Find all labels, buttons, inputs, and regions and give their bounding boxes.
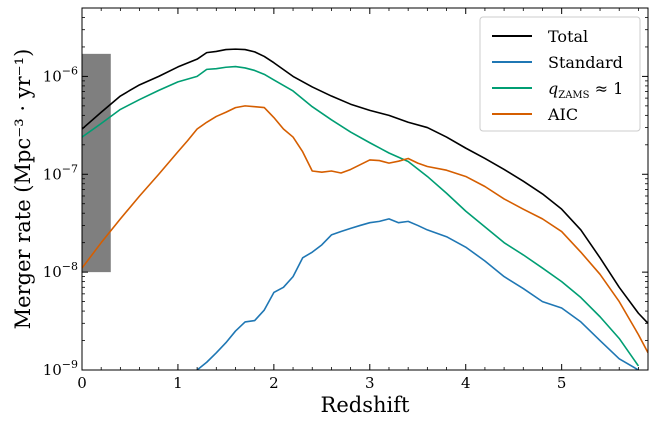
y-tick-label: 10−6: [43, 64, 78, 85]
y-tick-label: 10−9: [43, 358, 78, 379]
series-line-2: [82, 65, 640, 367]
legend-label-3: AIC: [547, 105, 578, 124]
series-line-1: [196, 218, 639, 370]
x-tick-label: 2: [269, 374, 279, 392]
series-line-0: [82, 48, 648, 324]
x-tick-label: 0: [77, 374, 87, 392]
x-tick-label: 1: [173, 374, 183, 392]
series-line-3: [82, 105, 648, 354]
legend-box: [479, 16, 641, 132]
x-tick-label: 3: [365, 374, 375, 392]
legend-label-2: qZAMS ≈ 1: [548, 79, 623, 101]
y-tick-label: 10−8: [43, 260, 78, 281]
legend: Total Standard qZAMS ≈ 1 AIC: [479, 16, 641, 132]
shaded-band: [82, 53, 111, 273]
y-axis-label: Merger rate (Mpc⁻³ · yr⁻¹): [11, 49, 35, 330]
plot-frame: [81, 7, 649, 371]
y-tick-label: 10−7: [43, 162, 78, 183]
x-tick-label: 5: [557, 374, 567, 392]
x-tick-label: 4: [461, 374, 471, 392]
x-axis-label: Redshift: [321, 393, 410, 417]
legend-label-1: Standard: [548, 53, 623, 72]
legend-label-0: Total: [548, 27, 588, 46]
